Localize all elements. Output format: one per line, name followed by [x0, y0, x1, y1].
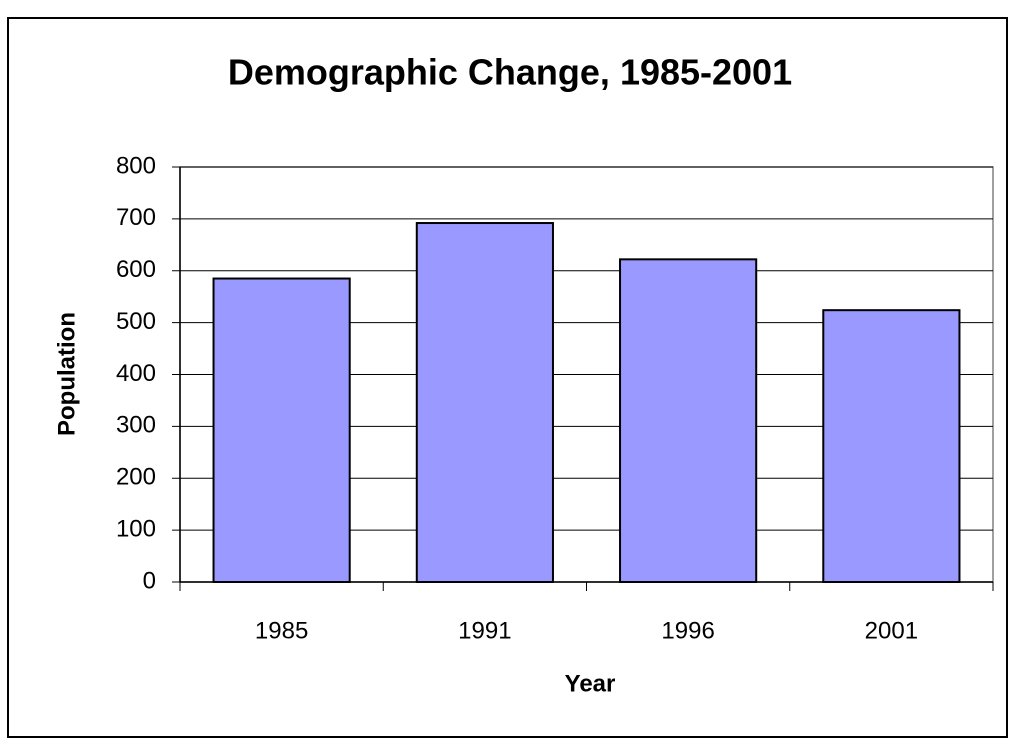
y-tick-label: 200 — [116, 464, 156, 491]
y-tick-label: 0 — [143, 567, 156, 594]
y-tick-label: 500 — [116, 308, 156, 335]
y-tick-label: 700 — [116, 204, 156, 231]
x-tick-label: 2001 — [865, 617, 918, 644]
chart-title: Demographic Change, 1985-2001 — [228, 52, 792, 93]
bar — [212, 277, 351, 583]
x-tick-label: 1991 — [458, 617, 511, 644]
bar — [415, 222, 554, 583]
y-tick-label: 800 — [116, 152, 156, 179]
x-tick-label: 1996 — [661, 617, 714, 644]
bar — [822, 309, 961, 583]
x-axis-title: Year — [565, 670, 616, 697]
y-tick-label: 400 — [116, 360, 156, 387]
y-tick-label: 600 — [116, 256, 156, 283]
x-tick-label: 1985 — [255, 617, 308, 644]
bar — [619, 258, 758, 583]
y-tick-label: 100 — [116, 515, 156, 542]
y-axis-title: Population — [53, 312, 80, 436]
y-tick-label: 300 — [116, 412, 156, 439]
